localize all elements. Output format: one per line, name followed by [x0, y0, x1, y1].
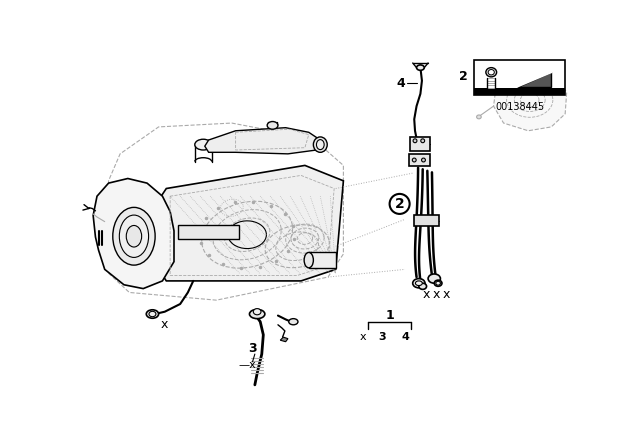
- Ellipse shape: [415, 281, 422, 285]
- Polygon shape: [493, 69, 566, 131]
- Polygon shape: [516, 72, 551, 87]
- Ellipse shape: [113, 207, 155, 265]
- Text: —x: —x: [238, 360, 256, 370]
- Bar: [474, 60, 565, 95]
- Text: 2: 2: [395, 197, 404, 211]
- Ellipse shape: [422, 158, 426, 162]
- Text: 2: 2: [459, 70, 468, 83]
- Bar: [414, 215, 439, 226]
- Polygon shape: [205, 128, 320, 154]
- Ellipse shape: [267, 121, 278, 129]
- Ellipse shape: [314, 137, 327, 152]
- Text: 4: 4: [401, 332, 409, 342]
- Text: 4: 4: [396, 77, 405, 90]
- Polygon shape: [109, 123, 344, 300]
- Ellipse shape: [195, 139, 212, 150]
- Polygon shape: [280, 337, 288, 342]
- Ellipse shape: [316, 140, 324, 150]
- Bar: [474, 88, 565, 95]
- Ellipse shape: [412, 158, 416, 162]
- Ellipse shape: [119, 215, 148, 258]
- Bar: [308, 252, 336, 268]
- Ellipse shape: [413, 139, 417, 143]
- Text: 00138445: 00138445: [495, 102, 544, 112]
- Text: x: x: [359, 332, 366, 342]
- Ellipse shape: [428, 274, 440, 283]
- Ellipse shape: [413, 279, 425, 288]
- Ellipse shape: [126, 225, 141, 247]
- Polygon shape: [93, 178, 174, 289]
- Ellipse shape: [149, 311, 156, 317]
- Ellipse shape: [147, 310, 159, 318]
- Text: x: x: [423, 288, 430, 301]
- Ellipse shape: [420, 139, 424, 143]
- Ellipse shape: [304, 252, 314, 268]
- Bar: [410, 137, 429, 151]
- Ellipse shape: [435, 280, 442, 286]
- Text: 3: 3: [378, 332, 386, 342]
- Polygon shape: [159, 165, 344, 281]
- Bar: [409, 154, 431, 166]
- Ellipse shape: [250, 310, 265, 319]
- Ellipse shape: [417, 65, 424, 70]
- Text: x: x: [433, 288, 440, 301]
- Ellipse shape: [477, 115, 481, 119]
- Text: x: x: [443, 288, 451, 301]
- Text: 1: 1: [385, 309, 394, 322]
- Ellipse shape: [436, 281, 440, 285]
- Ellipse shape: [488, 69, 494, 75]
- Ellipse shape: [289, 319, 298, 325]
- Circle shape: [390, 194, 410, 214]
- Bar: [178, 225, 239, 238]
- Text: x: x: [160, 318, 168, 332]
- Ellipse shape: [486, 68, 497, 77]
- Text: 3: 3: [248, 342, 257, 355]
- Ellipse shape: [253, 309, 261, 315]
- Ellipse shape: [419, 283, 427, 289]
